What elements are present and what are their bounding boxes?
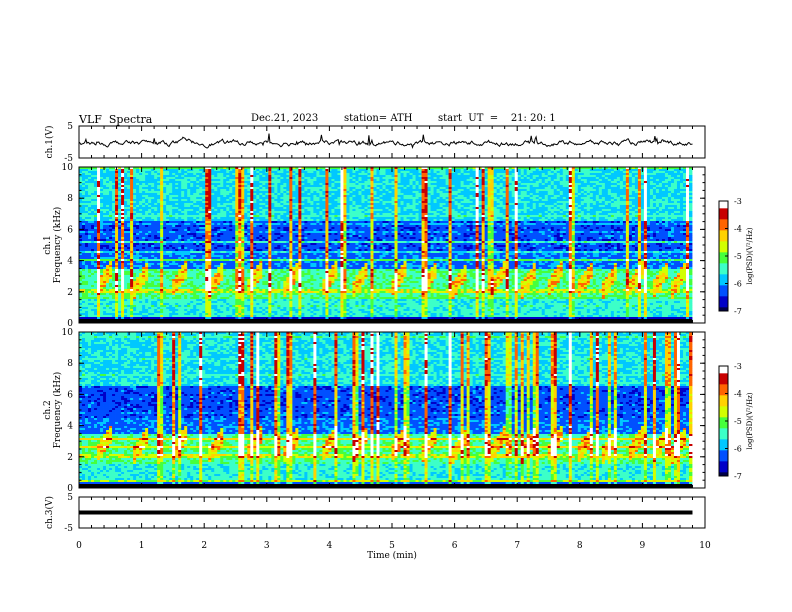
y-tick-label: 8 (67, 194, 73, 204)
spectrogram-ch2 (79, 332, 692, 488)
colorbar-tick-label: -6 (734, 445, 742, 454)
colorbar-tick-label: -5 (734, 417, 742, 426)
x-tick-label: 8 (577, 541, 583, 551)
y-tick-label: 5 (67, 122, 73, 132)
spectrogram-ch1 (79, 167, 692, 323)
ch3-waveform (79, 511, 692, 515)
colorbar-tick-label: -5 (734, 252, 742, 261)
colorbar-tick-label: -6 (734, 280, 742, 289)
x-tick-label: 4 (327, 541, 333, 551)
colorbar-tick-label: -3 (734, 362, 742, 371)
x-tick-label: 3 (264, 541, 270, 551)
colorbar-tick-label: -3 (734, 197, 742, 206)
x-tick-label: 5 (389, 541, 395, 551)
y-tick-label: 10 (62, 328, 74, 338)
y-tick-label: 2 (67, 453, 73, 463)
y-tick-label: -5 (64, 524, 73, 534)
y-tick-label: 6 (67, 390, 73, 400)
ch1-waveform (79, 134, 693, 148)
y-axis-label: Frequency (kHz) (52, 372, 63, 449)
y-tick-label: 4 (67, 257, 73, 267)
y-tick-label: 4 (67, 422, 73, 432)
x-tick-label: 0 (76, 541, 82, 551)
y-axis-label: ch.1 (43, 235, 53, 254)
x-tick-label: 9 (640, 541, 646, 551)
x-tick-label: 1 (139, 541, 145, 551)
x-tick-label: 2 (201, 541, 207, 551)
y-tick-label: 8 (67, 359, 73, 369)
y-axis-label: ch.1(V) (44, 126, 55, 159)
x-tick-label: 7 (514, 541, 520, 551)
colorbar-tick-label: -7 (734, 472, 742, 481)
colorbar-label: log(PSD)(V²/Hz) (746, 392, 754, 449)
x-tick-label: 10 (699, 541, 711, 551)
colorbar-tick-label: -7 (734, 307, 742, 316)
y-axis-label: Frequency (kHz) (52, 207, 63, 284)
colorbar-tick-label: -4 (734, 390, 742, 399)
colorbar-label: log(PSD)(V²/Hz) (746, 227, 754, 284)
x-tick-label: 6 (452, 541, 458, 551)
y-tick-label: 2 (67, 288, 73, 298)
y-tick-label: 6 (67, 225, 73, 235)
vlf-figure: 5-5ch.1(V)1086420ch.1 Frequency (kHz)1086… (0, 0, 792, 612)
y-axis-label: ch.3(V) (44, 496, 55, 529)
x-axis-label: Time (min) (367, 550, 417, 561)
y-tick-label: 10 (62, 163, 74, 173)
y-tick-label: 5 (67, 493, 73, 503)
colorbar-tick-label: -4 (734, 225, 742, 234)
y-axis-label: ch.2 (43, 400, 53, 419)
